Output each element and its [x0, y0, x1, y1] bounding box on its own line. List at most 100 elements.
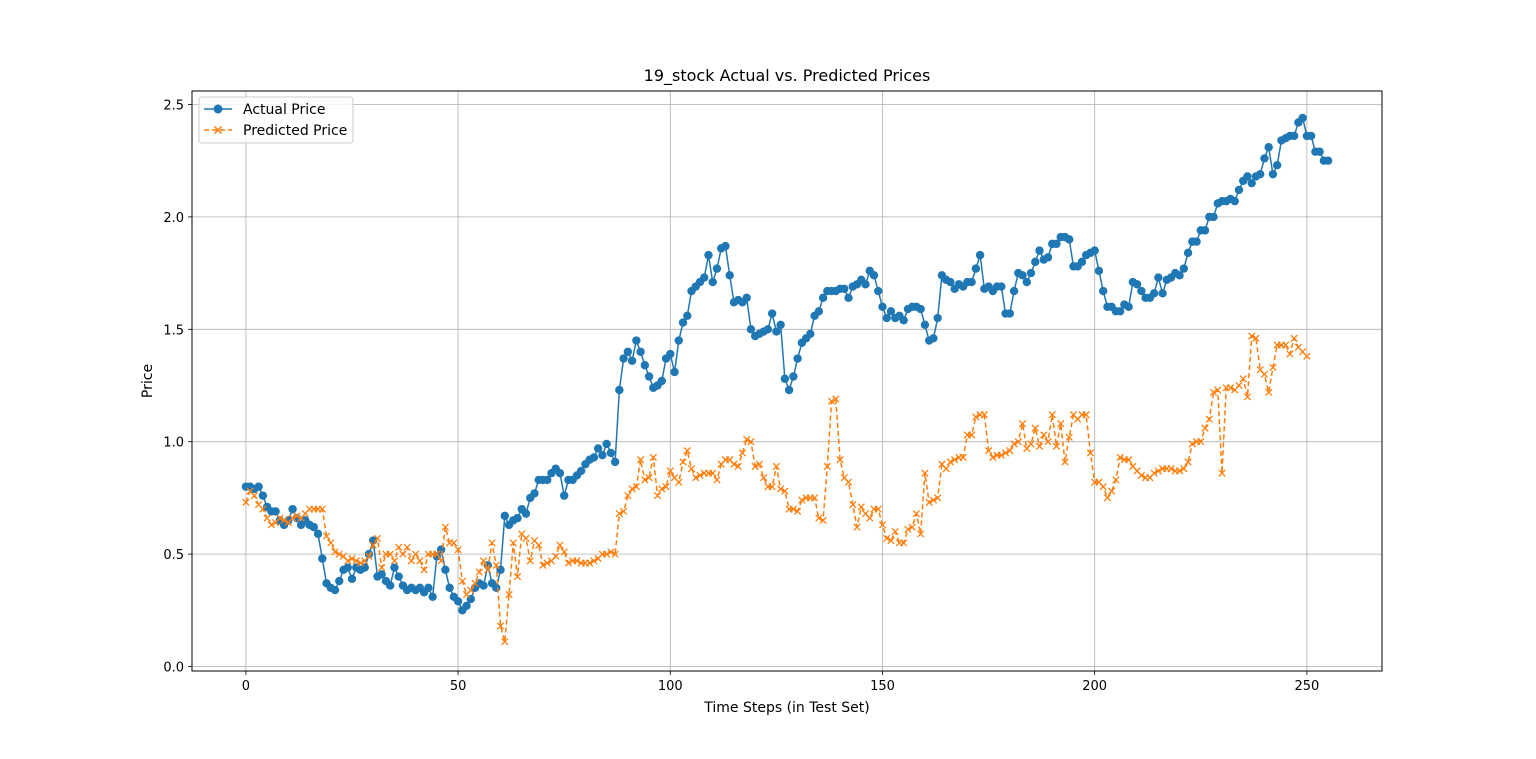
predicted-price-point	[390, 557, 399, 565]
predicted-price-point	[929, 496, 938, 504]
predicted-price-point	[479, 557, 488, 565]
predicted-price-point	[1290, 334, 1298, 342]
predicted-price-point	[318, 505, 326, 513]
predicted-price-point	[327, 539, 335, 547]
actual-price-point	[271, 507, 280, 516]
predicted-price-point	[997, 451, 1005, 459]
actual-price-point	[789, 372, 798, 381]
actual-price-point	[975, 250, 985, 260]
predicted-price-point	[696, 471, 704, 480]
actual-price-point	[666, 349, 675, 359]
predicted-price-point	[556, 541, 564, 549]
actual-price-point	[946, 277, 955, 287]
actual-price-point	[721, 241, 730, 251]
actual-price-point	[1077, 257, 1087, 267]
actual-price-point	[576, 466, 586, 476]
predicted-price-point	[1214, 386, 1222, 394]
y-tick-label: 1.5	[163, 323, 184, 338]
predicted-price-point	[772, 462, 781, 471]
predicted-price-point	[322, 532, 331, 540]
predicted-price-point	[535, 541, 543, 549]
predicted-price-point	[585, 559, 594, 567]
actual-price-point	[428, 592, 437, 602]
predicted-price-point	[331, 548, 339, 556]
actual-price-point	[1247, 178, 1256, 188]
predicted-price-point	[607, 548, 615, 556]
predicted-price-point	[373, 534, 382, 543]
actual-price-point	[763, 325, 773, 334]
predicted-price-point	[1150, 469, 1158, 477]
plot-frame	[191, 90, 1383, 672]
actual-price-point	[1175, 271, 1184, 280]
predicted-price-point	[1252, 334, 1260, 342]
predicted-price-point	[293, 512, 301, 520]
actual-price-point	[1260, 154, 1269, 163]
predicted-price-point	[378, 563, 386, 572]
actual-price-point	[1315, 147, 1324, 156]
actual-price-point	[678, 318, 688, 327]
actual-price-point	[793, 354, 802, 363]
actual-price-point	[772, 327, 781, 336]
legend-predicted-label: Predicted Price	[243, 123, 347, 139]
actual-price-point	[874, 286, 883, 296]
predicted-price-point	[747, 438, 755, 446]
actual-price-point	[780, 374, 790, 383]
actual-price-point	[462, 601, 471, 611]
actual-price-point	[844, 293, 853, 303]
predicted-price-point	[1282, 341, 1290, 349]
predicted-price-point	[1197, 438, 1205, 446]
predicted-price-point	[280, 516, 288, 525]
actual-price-point	[1132, 280, 1142, 289]
actual-price-point	[878, 302, 887, 312]
predicted-price-point	[921, 469, 929, 477]
actual-price-point	[318, 554, 327, 563]
predicted-price-point	[1103, 494, 1112, 502]
predicted-price-point	[636, 456, 645, 464]
predicted-price-point	[560, 548, 568, 556]
predicted-price-point	[1184, 458, 1192, 466]
actual-price-point	[967, 277, 976, 287]
actual-price-point	[606, 448, 616, 458]
actual-price-point	[861, 280, 870, 289]
predicted-price-point	[1006, 447, 1014, 455]
predicted-price-point	[407, 557, 416, 565]
actual-price-point	[1090, 246, 1099, 255]
actual-price-point	[390, 563, 399, 572]
predicted-price-point	[857, 503, 865, 511]
predicted-price-point	[1099, 482, 1107, 491]
y-axis-label: Price	[140, 364, 156, 398]
actual-price-point	[288, 504, 297, 514]
predicted-price-point	[980, 411, 989, 419]
actual-price-point	[1256, 169, 1265, 179]
predicted-price-point	[904, 525, 912, 534]
predicted-price-point	[513, 572, 522, 581]
predicted-price-point	[450, 539, 458, 547]
actual-price-point	[1031, 257, 1040, 267]
predicted-price-point	[501, 638, 509, 646]
actual-price-point	[700, 273, 709, 282]
predicted-price-point	[263, 514, 271, 522]
predicted-price-point	[276, 514, 284, 522]
actual-price-point	[1179, 264, 1189, 273]
predicted-price-point	[1027, 440, 1035, 448]
plot-series	[241, 113, 1333, 646]
predicted-price-point	[874, 505, 882, 513]
actual-price-point	[335, 576, 344, 586]
predicted-price-point	[917, 530, 925, 538]
actual-price-point	[742, 293, 751, 303]
predicted-price-point	[823, 462, 831, 471]
actual-price-point	[424, 583, 433, 593]
actual-price-point	[1243, 172, 1252, 181]
actual-price-point	[818, 293, 828, 303]
predicted-price-point	[781, 487, 789, 495]
predicted-price-point	[441, 523, 450, 531]
predicted-price-point	[755, 460, 764, 468]
actual-price-point	[258, 491, 268, 500]
actual-price-point	[309, 522, 318, 532]
predicted-price-point	[1116, 453, 1124, 462]
actual-price-point	[1323, 156, 1333, 165]
actual-price-point	[997, 282, 1006, 291]
predicted-price-point	[1124, 456, 1133, 464]
actual-price-point	[347, 574, 357, 584]
actual-price-point	[1200, 226, 1210, 235]
